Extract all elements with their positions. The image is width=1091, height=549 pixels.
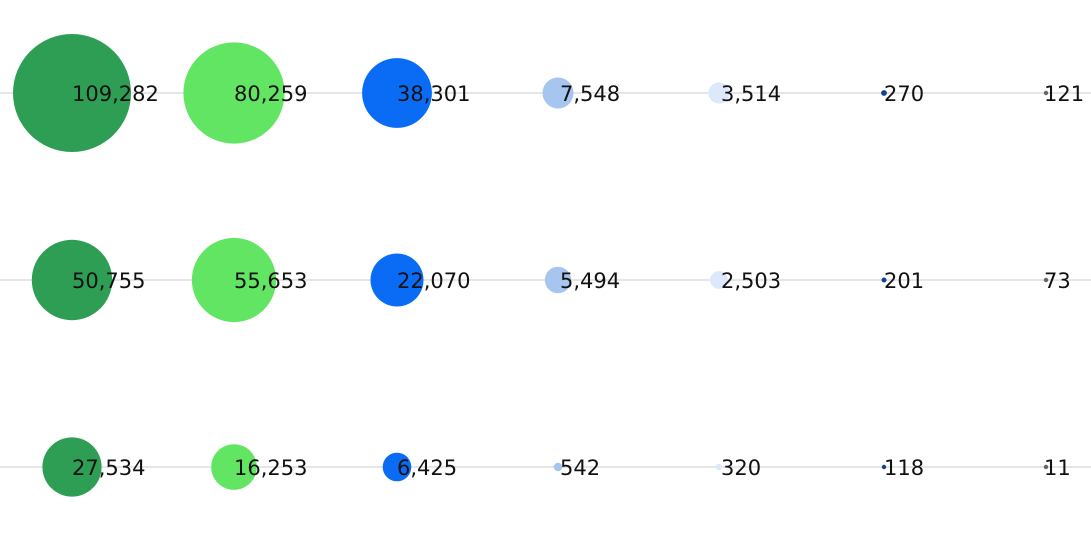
value-label-r3-c6: 118 bbox=[884, 456, 924, 480]
value-label-r2-c7: 73 bbox=[1044, 269, 1071, 293]
value-label-r3-c4: 542 bbox=[560, 456, 600, 480]
value-label-r3-c2: 16,253 bbox=[234, 456, 307, 480]
bubble-r1-c6 bbox=[881, 90, 887, 96]
bubble-r1-c4 bbox=[542, 77, 574, 109]
value-label-r2-c2: 55,653 bbox=[234, 269, 307, 293]
bubble-r2-c5 bbox=[710, 271, 728, 289]
value-label-r2-c6: 201 bbox=[884, 269, 924, 293]
bubble-r1-c5 bbox=[708, 82, 730, 104]
value-label-r1-c5: 3,514 bbox=[721, 82, 781, 106]
value-label-r3-c7: 11 bbox=[1044, 456, 1071, 480]
bubbles bbox=[13, 34, 1049, 497]
value-label-r2-c5: 2,503 bbox=[721, 269, 781, 293]
bubble-r3-c4 bbox=[553, 462, 563, 472]
bubble-r2-c6 bbox=[881, 277, 887, 283]
value-label-r2-c1: 50,755 bbox=[72, 269, 145, 293]
value-label-r2-c3: 22,070 bbox=[397, 269, 470, 293]
bubble-r3-c5 bbox=[715, 463, 723, 471]
bubble-r1-c7 bbox=[1043, 90, 1049, 96]
value-label-r3-c1: 27,534 bbox=[72, 456, 145, 480]
value-label-r3-c5: 320 bbox=[721, 456, 761, 480]
bubble-r1-c1 bbox=[13, 34, 131, 152]
bubble-r2-c7 bbox=[1043, 277, 1049, 283]
value-label-r1-c7: 121 bbox=[1044, 82, 1084, 106]
value-label-r1-c6: 270 bbox=[884, 82, 924, 106]
bubble-r2-c3 bbox=[370, 253, 424, 307]
bubble-r3-c7 bbox=[1043, 464, 1049, 470]
value-label-r1-c2: 80,259 bbox=[234, 82, 307, 106]
bubble-r3-c2 bbox=[211, 444, 257, 490]
value-label-r1-c4: 7,548 bbox=[560, 82, 620, 106]
bubble-r2-c1 bbox=[31, 239, 113, 321]
bubble-r3-c3 bbox=[382, 452, 412, 482]
bubble-r1-c3 bbox=[362, 58, 432, 128]
value-labels: 109,282 80,259 38,301 7,548 3,514 270 121 50,75… bbox=[72, 82, 1084, 480]
bubble-r2-c4 bbox=[544, 266, 572, 294]
value-label-r1-c3: 38,301 bbox=[397, 82, 470, 106]
value-label-r3-c3: 6,425 bbox=[397, 456, 457, 480]
value-label-r2-c4: 5,494 bbox=[560, 269, 620, 293]
bubble-r1-c2 bbox=[183, 42, 285, 144]
bubble-r3-c6 bbox=[881, 464, 887, 470]
bubble-r3-c1 bbox=[42, 437, 102, 497]
value-label-r1-c1: 109,282 bbox=[72, 82, 159, 106]
bubble-r2-c2 bbox=[191, 237, 277, 323]
